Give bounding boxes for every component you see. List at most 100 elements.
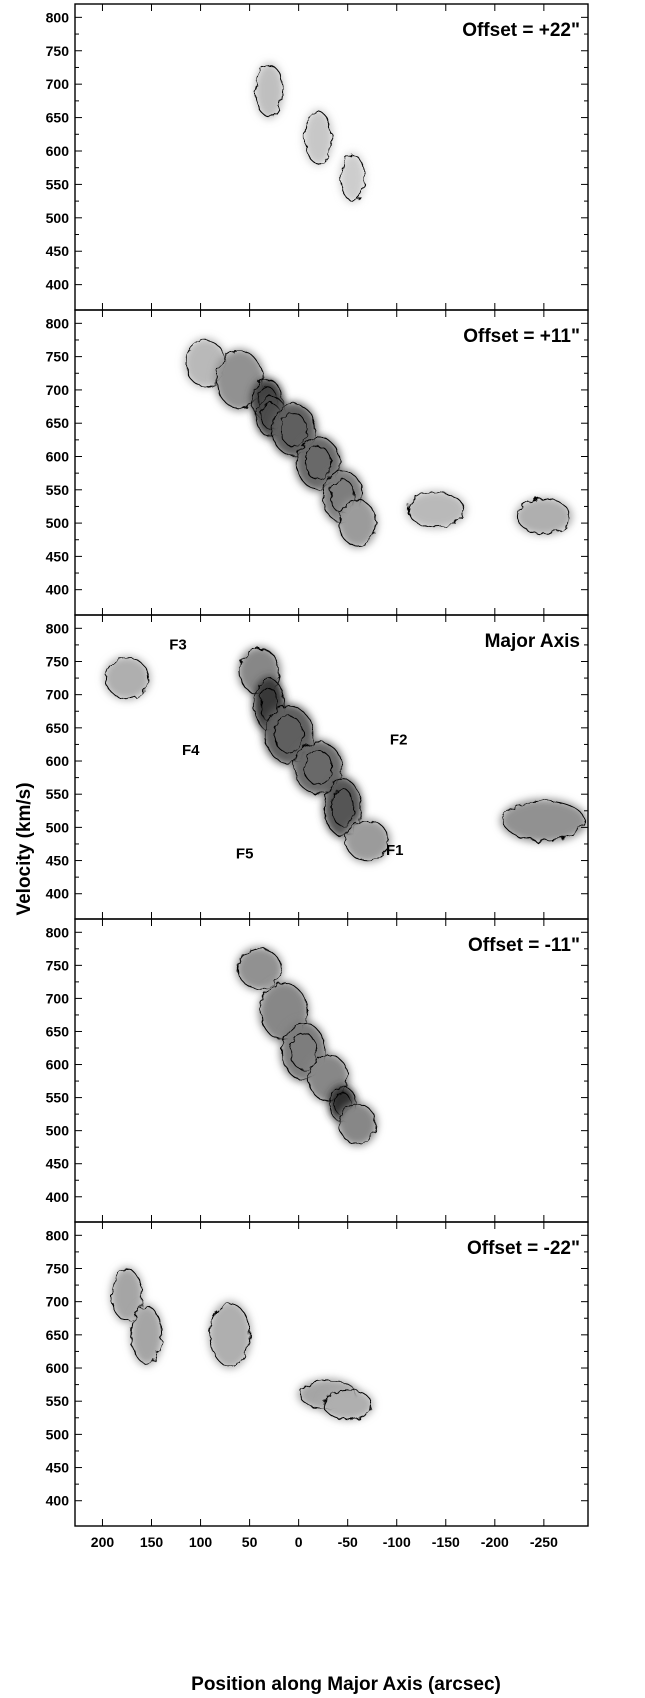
y-tick-label: 750 bbox=[46, 1260, 70, 1276]
y-tick-label: 750 bbox=[46, 43, 70, 59]
contour bbox=[323, 778, 362, 837]
y-tick-label: 400 bbox=[46, 582, 70, 598]
feature-label: F4 bbox=[182, 742, 200, 759]
emission-blob bbox=[292, 739, 345, 796]
contour bbox=[296, 436, 341, 490]
y-tick-label: 500 bbox=[46, 819, 70, 835]
contour bbox=[304, 111, 333, 164]
x-tick-label: 50 bbox=[242, 1534, 258, 1550]
emission-blob bbox=[339, 152, 366, 203]
emission-blob bbox=[500, 798, 588, 843]
x-axis-title: Position along Major Axis (arcsec) bbox=[191, 1674, 501, 1695]
contour bbox=[338, 499, 377, 547]
contour bbox=[290, 1032, 317, 1071]
feature-label: F1 bbox=[386, 842, 404, 859]
y-tick-label: 700 bbox=[46, 687, 70, 703]
y-tick-label: 600 bbox=[46, 449, 70, 465]
contour bbox=[271, 403, 316, 457]
contour bbox=[255, 64, 284, 118]
feature-label: F2 bbox=[390, 731, 408, 748]
feature-label: F5 bbox=[236, 846, 254, 863]
panel-5: 400 450 500 550 600 650 700 750 800 Offset = -22" bbox=[46, 1221, 589, 1527]
x-tick-label: -50 bbox=[338, 1534, 358, 1550]
contour bbox=[237, 948, 282, 990]
y-tick-label: 650 bbox=[46, 1023, 70, 1039]
y-tick-label: 700 bbox=[46, 1294, 70, 1310]
emission-blob bbox=[103, 656, 151, 700]
contour bbox=[516, 498, 571, 535]
y-tick-label: 650 bbox=[46, 415, 70, 431]
panel-1: 400 450 500 550 600 650 700 750 800 Offset = +22" bbox=[46, 3, 589, 311]
y-tick-label: 800 bbox=[46, 9, 70, 25]
y-tick-label: 550 bbox=[46, 176, 70, 192]
emission-blob bbox=[130, 1303, 163, 1366]
y-tick-label: 550 bbox=[46, 482, 70, 498]
y-tick-label: 800 bbox=[46, 620, 70, 636]
y-tick-label: 600 bbox=[46, 1057, 70, 1073]
y-tick-label: 450 bbox=[46, 243, 70, 259]
contour bbox=[503, 800, 585, 842]
contour bbox=[131, 1305, 163, 1364]
y-tick-label: 400 bbox=[46, 277, 70, 293]
x-tick-label: -150 bbox=[432, 1534, 460, 1550]
y-tick-label: 550 bbox=[46, 1393, 70, 1409]
y-tick-label: 750 bbox=[46, 653, 70, 669]
emission-blob bbox=[208, 1300, 252, 1369]
contour bbox=[303, 750, 334, 785]
x-tick-label: -200 bbox=[481, 1534, 509, 1550]
y-tick-label: 550 bbox=[46, 786, 70, 802]
y-tick-label: 700 bbox=[46, 382, 70, 398]
x-tick-label: -100 bbox=[383, 1534, 411, 1550]
panel-label: Offset = -22" bbox=[467, 1238, 580, 1259]
x-tick-label: 150 bbox=[140, 1534, 164, 1550]
y-tick-label: 400 bbox=[46, 1189, 70, 1205]
contour bbox=[340, 154, 365, 202]
y-tick-label: 650 bbox=[46, 1327, 70, 1343]
y-tick-label: 400 bbox=[46, 1493, 70, 1509]
emission-blob bbox=[254, 62, 284, 119]
contour bbox=[209, 1303, 251, 1367]
panel-frame bbox=[74, 1221, 589, 1527]
contour bbox=[323, 1389, 373, 1420]
contour bbox=[264, 705, 314, 764]
y-tick-label: 700 bbox=[46, 990, 70, 1006]
x-tick-label: 200 bbox=[91, 1534, 115, 1550]
emission-blob bbox=[515, 497, 573, 536]
contour bbox=[293, 741, 343, 794]
y-tick-label: 650 bbox=[46, 110, 70, 126]
contour bbox=[304, 445, 332, 481]
y-tick-label: 600 bbox=[46, 1360, 70, 1376]
emission-blob bbox=[343, 818, 391, 863]
y-tick-label: 600 bbox=[46, 143, 70, 159]
y-tick-label: 800 bbox=[46, 315, 70, 331]
emission-layer bbox=[235, 946, 378, 1146]
y-tick-label: 750 bbox=[46, 349, 70, 365]
emission-blob bbox=[235, 946, 283, 991]
y-tick-label: 450 bbox=[46, 1156, 70, 1172]
y-tick-label: 650 bbox=[46, 720, 70, 736]
emission-blob bbox=[321, 1388, 374, 1421]
y-tick-label: 500 bbox=[46, 1426, 70, 1442]
panel-4: 400 450 500 550 600 650 700 750 800 Offset = -11" bbox=[46, 918, 589, 1223]
y-tick-label: 500 bbox=[46, 1123, 70, 1139]
contour bbox=[273, 715, 304, 754]
y-tick-label: 450 bbox=[46, 548, 70, 564]
emission-blob bbox=[110, 1267, 144, 1323]
panel-2: 400 450 500 550 600 650 700 750 800 Offset = +11" bbox=[46, 309, 589, 616]
contour bbox=[345, 819, 390, 862]
contour bbox=[111, 1268, 143, 1322]
panel-label: Offset = +11" bbox=[463, 326, 580, 347]
contour bbox=[407, 491, 465, 528]
y-tick-label: 750 bbox=[46, 957, 70, 973]
y-tick-label: 550 bbox=[46, 1090, 70, 1106]
contour bbox=[338, 1103, 377, 1145]
y-tick-label: 800 bbox=[46, 924, 70, 940]
contour bbox=[104, 657, 150, 699]
emission-blob bbox=[303, 109, 333, 166]
x-tick-label: -250 bbox=[530, 1534, 558, 1550]
y-tick-label: 600 bbox=[46, 753, 70, 769]
panel-label: Offset = +22" bbox=[462, 20, 580, 41]
y-tick-label: 800 bbox=[46, 1227, 70, 1243]
emission-blob bbox=[337, 498, 378, 549]
